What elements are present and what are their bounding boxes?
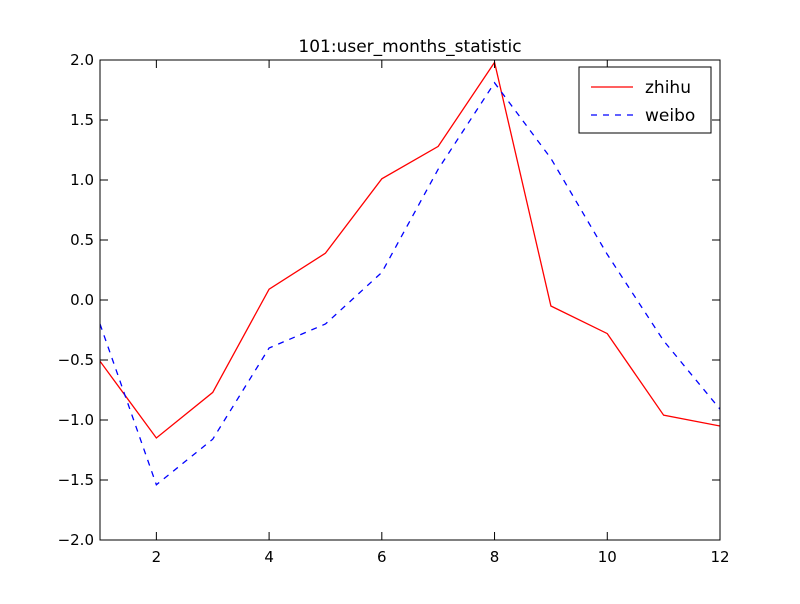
x-tick-label: 4 [264,548,274,566]
y-tick-label: 0.5 [70,231,94,249]
series-line-zhihu [100,60,720,439]
y-tick-label: 2.0 [70,51,94,69]
x-tick-label: 2 [152,548,162,566]
y-tick-label: −1.0 [58,411,94,429]
series-line-weibo [100,81,720,486]
x-tick-label: 8 [490,548,500,566]
x-tick-label: 12 [710,548,729,566]
x-tick-label: 6 [377,548,387,566]
y-tick-label: 0.0 [70,291,94,309]
legend: zhihu weibo [578,66,712,134]
legend-box [578,66,712,134]
y-tick-label: −1.5 [58,471,94,489]
legend-label-zhihu: zhihu [645,78,691,98]
y-tick-label: −0.5 [58,351,94,369]
plot-area: 2 4 6 8 10 12 −2.0 −1.5 −1.0 −0.5 0.0 0.5 1.0 1.5 2.0 [58,51,730,566]
y-tick-label: −2.0 [58,531,94,549]
chart-title: 101:user_months_statistic [298,37,521,57]
x-tick-label: 10 [598,548,617,566]
legend-label-weibo: weibo [645,106,695,126]
y-tick-label: 1.0 [70,171,94,189]
y-tick-label: 1.5 [70,111,94,129]
